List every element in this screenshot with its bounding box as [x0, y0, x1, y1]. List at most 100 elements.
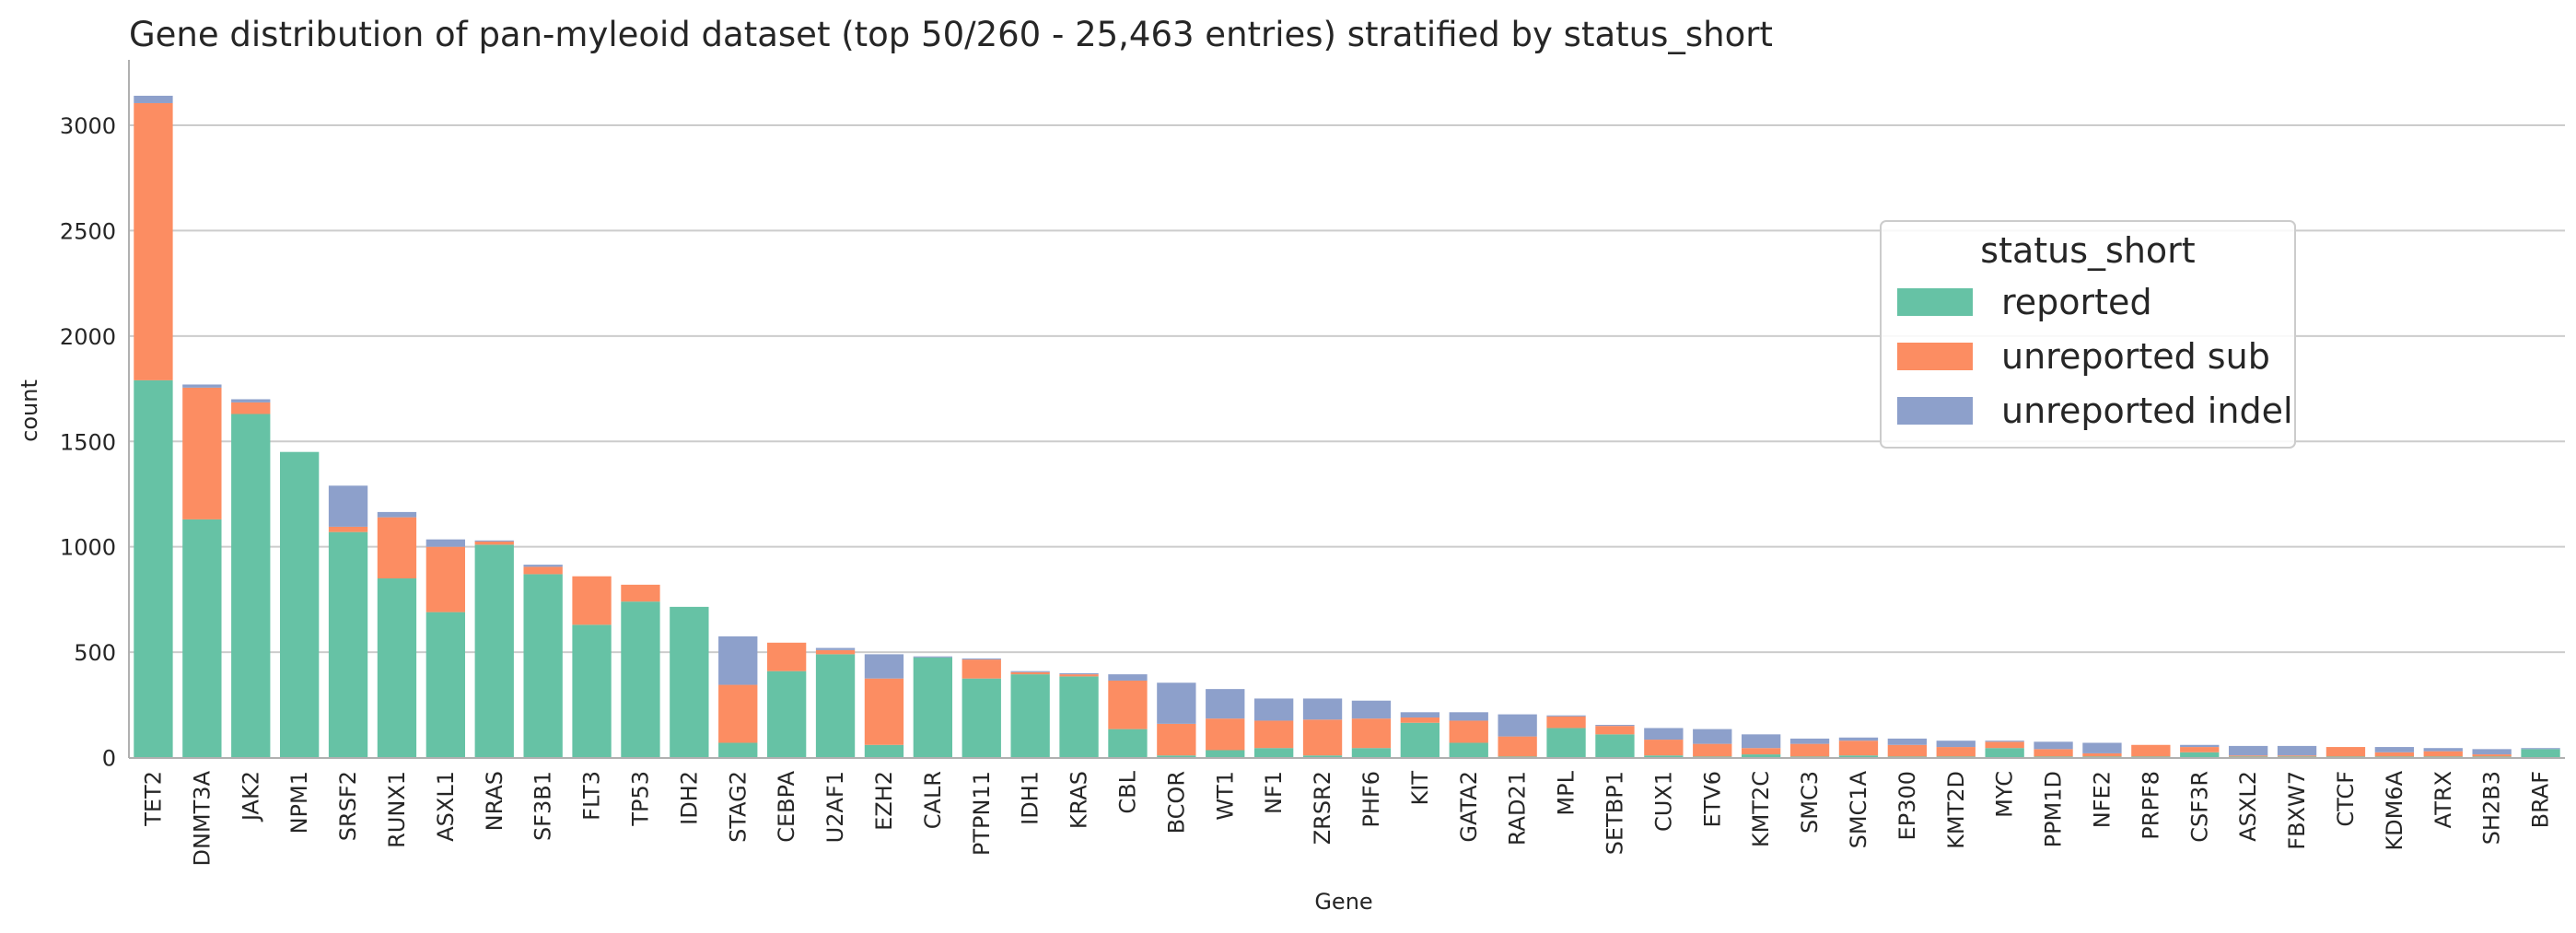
bar-segment-unreported-sub — [1108, 680, 1148, 729]
x-tick-label: ZRSR2 — [1310, 771, 1335, 845]
bar-segment-unreported-sub — [2034, 749, 2073, 757]
bar-segment-unreported-sub — [1789, 743, 1830, 757]
y-tick-labels: 0 500 1000 1500 2000 2500 3000 — [60, 113, 116, 772]
bar-segment-reported — [670, 606, 709, 758]
y-axis-label: count — [17, 379, 42, 442]
x-tick-label: PRPF8 — [2138, 771, 2163, 840]
x-tick-label: CTCF — [2333, 771, 2359, 827]
bar-segment-reported — [1595, 734, 1635, 758]
x-tick-label: TP53 — [627, 771, 653, 827]
legend-label: unreported indel — [2001, 391, 2293, 431]
x-tick-label: IDH1 — [1018, 771, 1043, 825]
bar-segment-reported — [1985, 748, 2024, 758]
bar-segment-unreported-indel — [134, 95, 173, 103]
x-tick-label: KRAS — [1067, 771, 1092, 829]
x-tick-label: SH2B3 — [2479, 771, 2505, 845]
bar-segment-unreported-sub — [1741, 748, 1781, 755]
bar-segment-unreported-indel — [1789, 738, 1830, 744]
bar-segment-reported — [1253, 748, 1294, 758]
bar-segment-unreported-sub — [572, 576, 612, 625]
bar-segment-reported — [1741, 754, 1781, 758]
bar-segment-reported — [474, 544, 514, 758]
bar-segment-reported — [1302, 755, 1343, 758]
bar-segment-reported — [377, 577, 417, 758]
bar-segment-unreported-indel — [2423, 748, 2463, 752]
bar-segment-unreported-indel — [1741, 734, 1781, 749]
legend-swatch — [1897, 343, 1973, 370]
bar-segment-reported — [913, 657, 953, 758]
bar-segment-unreported-sub — [766, 642, 807, 671]
bar-segment-unreported-indel — [1108, 674, 1148, 681]
bar-segment-reported — [1157, 755, 1196, 758]
bar-segment-reported — [2131, 756, 2171, 758]
x-tick-label: SMC1A — [1846, 770, 1871, 848]
y-tick-label: 500 — [74, 640, 116, 666]
x-tick-label: SRSF2 — [335, 771, 361, 841]
bar-segment-reported — [1449, 742, 1488, 758]
bar-segment-unreported-sub — [1302, 719, 1343, 756]
bar-segment-unreported-indel — [2277, 745, 2317, 756]
bar-segment-unreported-sub — [328, 526, 368, 532]
y-tick-label: 1000 — [60, 535, 116, 561]
bar-segment-unreported-indel — [1887, 738, 1928, 745]
bar-segment-unreported-indel — [1838, 737, 1879, 741]
x-tick-label: CALR — [920, 771, 946, 829]
bar-segment-unreported-sub — [1936, 747, 1976, 757]
bar-segment-reported — [1838, 755, 1879, 758]
x-axis-label: Gene — [1314, 889, 1372, 915]
x-tick-labels: TET2 DNMT3A JAK2 NPM1 SRSF2 RUNX1 ASXL1 NRAS SF3… — [140, 770, 2553, 866]
y-tick-label: 3000 — [60, 113, 116, 139]
bar-segment-unreported-indel — [523, 565, 563, 567]
bar-segment-unreported-indel — [1157, 682, 1196, 724]
x-tick-label: U2AF1 — [822, 771, 848, 843]
legend-label: reported — [2001, 282, 2152, 322]
bar-segment-unreported-sub — [425, 546, 466, 612]
bar-segment-reported — [1789, 756, 1830, 758]
bar-segment-reported — [2034, 756, 2073, 758]
bar-segment-reported — [1887, 756, 1928, 758]
bar-segment-unreported-sub — [1253, 720, 1294, 749]
bar-segment-unreported-sub — [134, 102, 173, 380]
bar-segment-unreported-sub — [621, 584, 660, 602]
x-tick-label: BRAF — [2528, 771, 2554, 828]
bar-segment-unreported-indel — [1351, 700, 1392, 719]
legend-swatch — [1897, 397, 1973, 425]
bar-segment-unreported-indel — [1644, 728, 1684, 741]
bar-segment-unreported-indel — [718, 636, 758, 685]
bar-segment-unreported-indel — [2228, 745, 2268, 756]
bar-segment-unreported-sub — [2472, 754, 2512, 757]
bar-segment-unreported-indel — [913, 656, 953, 658]
bar-segment-reported — [1206, 750, 1245, 758]
bar-segment-unreported-indel — [2034, 741, 2073, 750]
bar-segment-unreported-indel — [2374, 747, 2415, 752]
bar-segment-unreported-sub — [2374, 752, 2415, 757]
bar-segment-unreported-indel — [1206, 689, 1245, 719]
bar-segment-reported — [1108, 729, 1148, 758]
bar-segment-reported — [1351, 748, 1392, 758]
x-tick-label: JAK2 — [238, 771, 263, 822]
bar-segment-reported — [425, 612, 466, 758]
bar-segment-reported — [134, 379, 173, 758]
x-tick-label: CBL — [1114, 770, 1140, 813]
bar-segment-unreported-sub — [523, 566, 563, 575]
bar-segment-unreported-sub — [1351, 718, 1392, 749]
x-tick-label: MYC — [1992, 771, 2018, 818]
bar-segment-unreported-sub — [2131, 744, 2171, 757]
x-tick-label: EP300 — [1894, 771, 1920, 840]
bar-segment-unreported-sub — [1546, 716, 1586, 729]
bar-segment-unreported-sub — [718, 684, 758, 743]
bar-segment-unreported-sub — [2423, 751, 2463, 757]
x-tick-label: PHF6 — [1358, 771, 1384, 828]
bar-segment-unreported-sub — [2082, 752, 2122, 757]
bar-segment-unreported-indel — [1400, 712, 1440, 718]
bar-segment-unreported-indel — [1010, 671, 1050, 672]
bar-segment-unreported-indel — [231, 399, 271, 402]
bar-segment-unreported-sub — [474, 541, 514, 545]
bar-segment-unreported-sub — [1010, 671, 1050, 675]
bar-segment-unreported-sub — [815, 649, 856, 655]
x-tick-label: KIT — [1407, 771, 1433, 806]
bar-segment-reported — [2180, 752, 2220, 758]
legend: status_short reported unreported sub unrep… — [1880, 220, 2296, 449]
x-tick-label: DNMT3A — [189, 770, 215, 866]
